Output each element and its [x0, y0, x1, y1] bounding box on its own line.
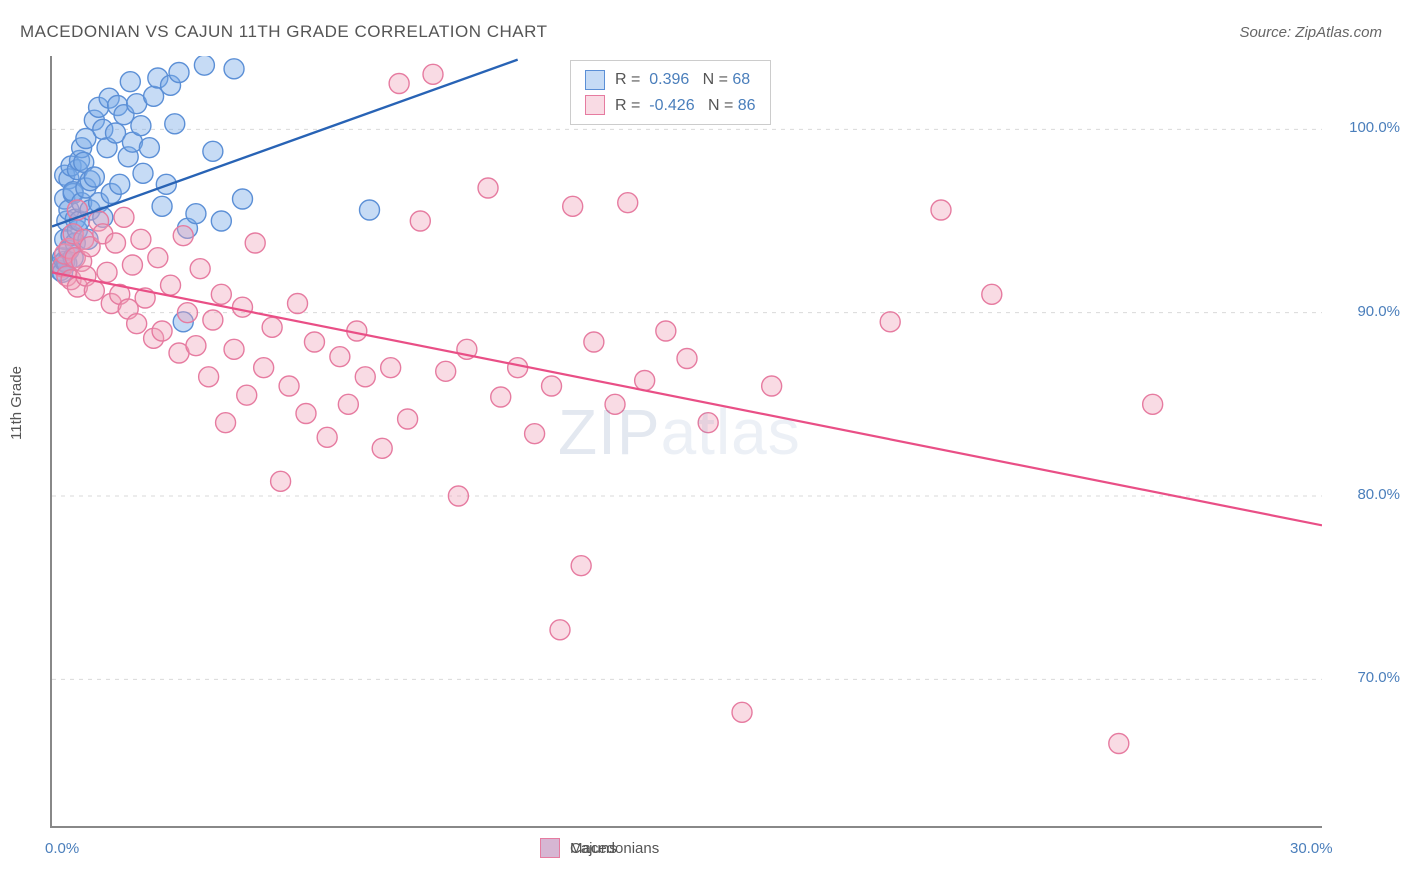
x-tick-right: 30.0% — [1290, 840, 1333, 857]
legend-swatch — [540, 838, 560, 858]
y-tick-label: 100.0% — [1330, 119, 1400, 136]
legend-item: Cajuns — [540, 838, 617, 858]
y-tick-label: 90.0% — [1330, 303, 1400, 320]
y-tick-label: 80.0% — [1330, 486, 1400, 503]
source-label: Source: ZipAtlas.com — [1239, 24, 1382, 41]
stats-legend-box: R = 0.396 N = 68R = -0.426 N = 86 — [570, 60, 771, 125]
plot-svg — [52, 56, 1322, 826]
stats-row: R = -0.426 N = 86 — [585, 93, 756, 119]
legend-label: Cajuns — [570, 840, 617, 857]
legend-swatch — [585, 70, 605, 90]
chart-title: MACEDONIAN VS CAJUN 11TH GRADE CORRELATI… — [20, 22, 547, 42]
scatter-plot — [50, 56, 1322, 828]
x-tick-left: 0.0% — [45, 840, 79, 857]
y-tick-label: 70.0% — [1330, 669, 1400, 686]
y-axis-label: 11th Grade — [8, 366, 25, 440]
stats-row: R = 0.396 N = 68 — [585, 67, 756, 93]
legend-swatch — [585, 95, 605, 115]
